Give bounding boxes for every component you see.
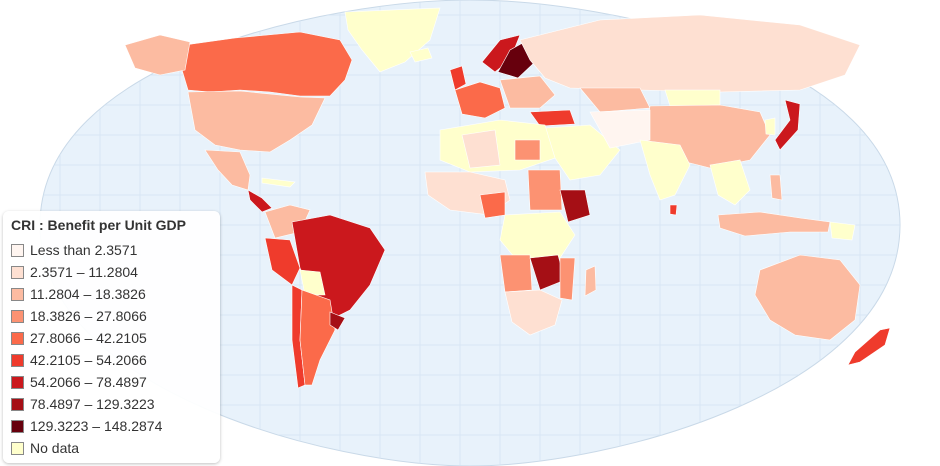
legend-swatch <box>11 419 24 433</box>
legend-label: 27.8066 – 42.2105 <box>30 330 147 346</box>
region-sudan[interactable] <box>527 169 563 211</box>
region-southern-africa[interactable] <box>504 289 563 336</box>
region-png[interactable] <box>829 221 856 241</box>
region-iceland[interactable] <box>409 47 433 63</box>
region-uruguay[interactable] <box>329 311 346 331</box>
region-western-europe[interactable] <box>454 81 506 119</box>
legend-title: CRI : Benefit per Unit GDP <box>11 217 187 233</box>
legend-swatch <box>11 309 24 323</box>
legend-swatch <box>11 375 24 389</box>
legend-label: 42.2105 – 54.2066 <box>30 352 147 368</box>
land-masses <box>124 7 891 389</box>
legend-items: Less than 2.3571 2.3571 – 11.2804 11.2804 … <box>11 239 212 459</box>
region-mozambique[interactable] <box>559 257 576 301</box>
legend-swatch <box>11 243 24 257</box>
legend-item[interactable]: 129.3223 – 148.2874 <box>11 415 212 437</box>
region-argentina[interactable] <box>299 289 336 386</box>
legend-item[interactable]: 18.3826 – 27.8066 <box>11 305 212 327</box>
legend-item[interactable]: Less than 2.3571 <box>11 239 212 261</box>
region-caribbean[interactable] <box>261 177 296 188</box>
region-japan[interactable] <box>774 99 801 151</box>
legend-swatch <box>11 397 24 411</box>
region-madagascar[interactable] <box>584 265 597 297</box>
legend-label: 129.3223 – 148.2874 <box>30 418 163 434</box>
legend-label: 2.3571 – 11.2804 <box>30 264 138 280</box>
region-iran[interactable] <box>589 109 651 149</box>
region-peru[interactable] <box>264 237 301 286</box>
region-ethiopia[interactable] <box>559 189 591 223</box>
legend-label: Less than 2.3571 <box>30 242 138 258</box>
region-egypt[interactable] <box>514 139 541 161</box>
region-mongolia[interactable] <box>664 89 721 107</box>
region-greenland[interactable] <box>344 7 441 73</box>
region-eastern-europe[interactable] <box>499 75 556 109</box>
legend-swatch <box>11 441 24 455</box>
legend-item[interactable]: No data <box>11 437 212 459</box>
region-korea[interactable] <box>764 117 776 136</box>
region-alaska[interactable] <box>124 34 191 76</box>
legend-label: 78.4897 – 129.3223 <box>30 396 155 412</box>
region-new-zealand[interactable] <box>847 327 891 366</box>
region-sri-lanka[interactable] <box>669 204 678 216</box>
legend-label: No data <box>30 440 80 456</box>
region-se-asia[interactable] <box>709 159 751 206</box>
legend-item[interactable]: 42.2105 – 54.2066 <box>11 349 212 371</box>
region-turkey[interactable] <box>529 109 576 127</box>
legend-label: 54.2066 – 78.4897 <box>30 374 147 390</box>
region-angola[interactable] <box>499 254 533 293</box>
region-philippines[interactable] <box>769 174 783 201</box>
region-algeria[interactable] <box>461 129 501 169</box>
legend-swatch <box>11 265 24 279</box>
region-canada[interactable] <box>181 31 353 97</box>
region-russia[interactable] <box>519 14 861 93</box>
legend-label: 11.2804 – 18.3826 <box>30 286 146 302</box>
legend-item[interactable]: 54.2066 – 78.4897 <box>11 371 212 393</box>
region-uk[interactable] <box>449 65 467 91</box>
legend-item[interactable]: 11.2804 – 18.3826 <box>11 283 212 305</box>
region-bolivia[interactable] <box>299 269 326 296</box>
legend-swatch <box>11 287 24 301</box>
legend-label: 18.3826 – 27.8066 <box>30 308 147 324</box>
region-central-america[interactable] <box>247 189 273 213</box>
region-australia[interactable] <box>754 254 861 341</box>
legend-item[interactable]: 27.8066 – 42.2105 <box>11 327 212 349</box>
legend-swatch <box>11 353 24 367</box>
legend-item[interactable]: 78.4897 – 129.3223 <box>11 393 212 415</box>
region-usa[interactable] <box>187 90 326 153</box>
legend-swatch <box>11 331 24 345</box>
region-indonesia[interactable] <box>717 211 831 237</box>
region-india[interactable] <box>639 139 691 201</box>
map-legend: CRI : Benefit per Unit GDP Less than 2.3… <box>3 211 220 463</box>
region-central-africa[interactable] <box>499 211 576 259</box>
legend-item[interactable]: 2.3571 – 11.2804 <box>11 261 212 283</box>
